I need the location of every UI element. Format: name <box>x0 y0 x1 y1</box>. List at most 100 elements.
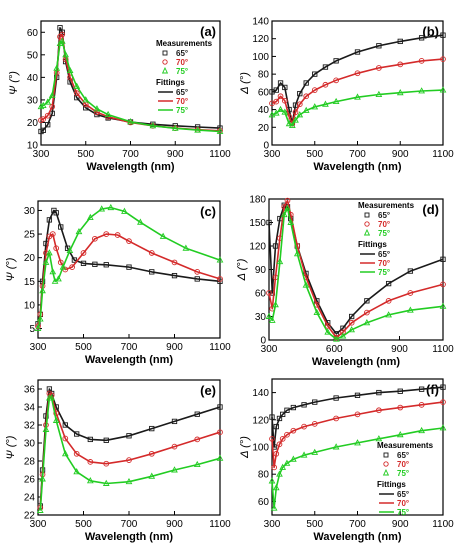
data-point <box>62 422 68 428</box>
data-point <box>311 87 318 93</box>
data-point <box>92 261 98 267</box>
data-point <box>440 399 446 405</box>
x-tick-label: 300 <box>264 519 281 530</box>
data-point <box>149 425 155 432</box>
data-point <box>333 77 339 84</box>
data-point <box>92 235 98 242</box>
data-point <box>303 80 309 86</box>
data-point <box>418 87 425 94</box>
data-point <box>103 460 110 467</box>
legend-entry: 65° <box>176 88 188 97</box>
data-point <box>216 454 224 461</box>
y-axis-label: Ψ (°) <box>5 435 17 459</box>
data-point <box>284 407 290 413</box>
data-point <box>171 259 178 266</box>
y-tick-label: 100 <box>252 52 269 63</box>
y-tick-label: 80 <box>258 70 270 81</box>
y-tick-label: 60 <box>27 28 39 39</box>
legend-marker <box>161 66 169 74</box>
x-tick-label: 600 <box>326 344 343 355</box>
x-tick-label: 1100 <box>209 342 231 353</box>
data-point <box>397 61 404 68</box>
panel-label: (c) <box>200 204 216 219</box>
data-point <box>272 484 280 491</box>
chart-panel-6: 300 500 700 900 1100 60 80 100 120 140 Wavelength … <box>239 378 454 543</box>
data-point <box>301 402 307 408</box>
data-point <box>385 311 392 318</box>
data-point <box>277 93 284 100</box>
legend-measurements-title: Measurements <box>358 201 415 210</box>
data-point <box>94 109 100 116</box>
data-point <box>340 325 346 331</box>
y-tick-label: 180 <box>249 195 266 206</box>
series-75° <box>34 203 224 332</box>
data-point <box>53 210 59 216</box>
y-tick-label: 140 <box>252 388 269 399</box>
legend-entry: 65° <box>397 451 409 460</box>
data-point <box>194 126 201 133</box>
data-point <box>86 477 94 484</box>
data-point <box>194 276 200 282</box>
x-tick-label: 500 <box>306 519 323 530</box>
x-axis-label: Wavelength (nm) <box>86 161 175 173</box>
data-point <box>216 256 224 263</box>
legend-measurements-title: Measurements <box>156 39 213 48</box>
data-point <box>273 423 279 430</box>
data-point <box>354 439 361 446</box>
series-70° <box>269 56 446 127</box>
data-point <box>296 111 304 118</box>
y-tick-label: 0 <box>263 141 269 152</box>
fit-line <box>39 397 221 511</box>
fit-line <box>271 386 444 448</box>
data-point <box>217 276 223 282</box>
data-point <box>87 436 93 443</box>
data-point <box>354 392 361 398</box>
legend-entry: 70° <box>378 220 390 229</box>
data-point <box>121 207 128 214</box>
data-point <box>322 100 329 107</box>
data-point <box>40 127 46 133</box>
data-point <box>59 31 66 38</box>
data-point <box>126 457 132 463</box>
data-point <box>280 210 288 218</box>
data-point <box>42 425 50 432</box>
legend-entry: 75° <box>397 508 409 517</box>
data-point <box>440 281 446 288</box>
data-point <box>103 231 110 237</box>
data-point <box>290 455 297 462</box>
data-point <box>277 80 284 86</box>
data-point <box>127 118 134 125</box>
data-point <box>171 466 178 473</box>
chart-panel-3: 300 500 700 900 1100 5 10 15 20 25 30 Wavelength (n… <box>5 200 231 366</box>
fit-line <box>268 199 444 339</box>
y-axis-label: Δ (°) <box>236 258 248 281</box>
data-point <box>311 421 318 427</box>
x-tick-label: 300 <box>30 342 47 353</box>
data-point <box>194 269 201 275</box>
data-point <box>73 82 81 89</box>
data-point <box>348 326 356 333</box>
data-point <box>268 111 276 118</box>
series-75° <box>265 204 447 342</box>
data-point <box>62 51 69 58</box>
data-point <box>354 411 361 418</box>
series-75° <box>268 86 447 128</box>
series-65° <box>269 384 446 450</box>
data-point <box>73 468 81 475</box>
series-70° <box>35 231 223 330</box>
data-point <box>87 459 94 465</box>
fit-line <box>39 392 221 508</box>
data-point <box>354 93 361 100</box>
x-tick-label: 900 <box>392 519 409 530</box>
data-point <box>265 312 273 319</box>
data-point <box>114 232 121 238</box>
data-point <box>45 122 51 128</box>
data-point <box>333 415 339 422</box>
fit-line <box>37 233 221 327</box>
data-point <box>293 250 301 257</box>
data-point <box>61 450 69 457</box>
data-point <box>440 384 446 390</box>
data-point <box>418 386 425 392</box>
data-point <box>39 287 46 294</box>
